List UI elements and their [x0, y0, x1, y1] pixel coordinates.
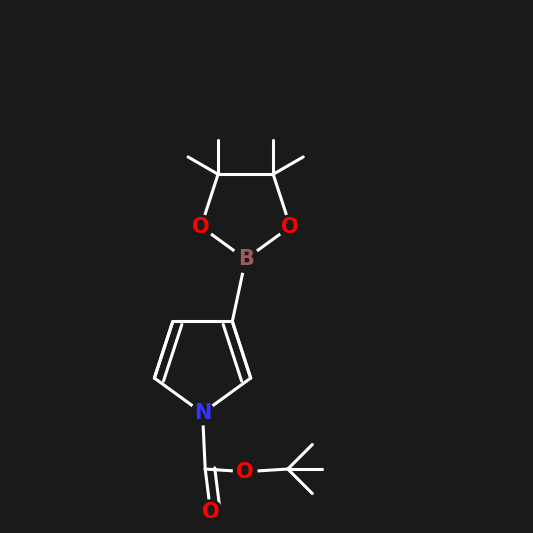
Circle shape [279, 215, 302, 238]
Circle shape [232, 246, 259, 272]
Text: O: O [281, 217, 299, 237]
Text: O: O [201, 502, 220, 522]
Text: N: N [194, 403, 211, 423]
Circle shape [233, 460, 257, 483]
Text: O: O [192, 217, 210, 237]
Circle shape [189, 215, 213, 238]
Text: B: B [238, 249, 254, 269]
Text: O: O [236, 462, 254, 482]
Circle shape [199, 500, 222, 523]
Circle shape [191, 401, 214, 425]
